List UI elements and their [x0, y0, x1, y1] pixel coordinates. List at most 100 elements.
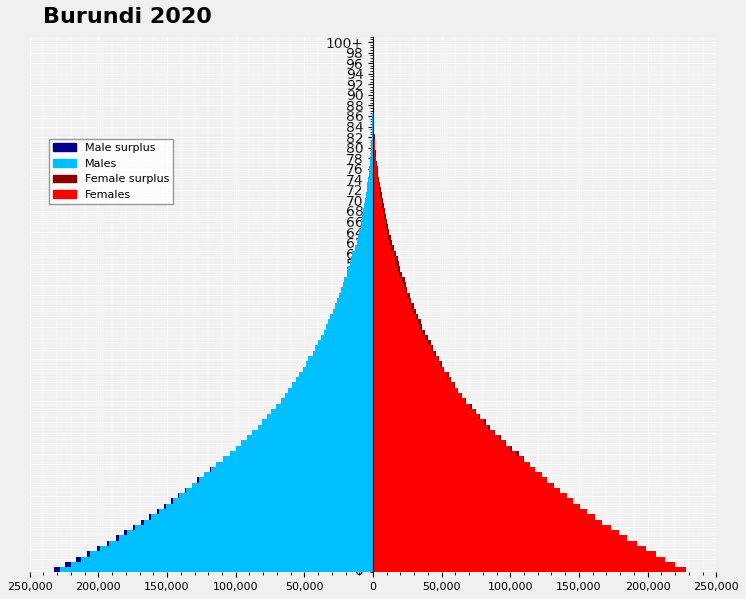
Bar [313, 351, 373, 356]
Bar [119, 536, 373, 541]
Bar [373, 519, 602, 525]
Bar [363, 208, 373, 214]
Bar [107, 541, 110, 546]
Bar [377, 171, 378, 177]
Bar [373, 256, 395, 261]
Bar [386, 224, 388, 229]
Bar [373, 477, 548, 483]
Bar [373, 530, 618, 536]
Bar [288, 388, 373, 393]
Bar [450, 377, 451, 382]
Bar [373, 346, 430, 351]
Bar [373, 140, 374, 145]
Bar [326, 325, 373, 329]
Bar [370, 156, 373, 161]
Bar [373, 435, 499, 440]
Bar [344, 277, 373, 282]
Bar [186, 488, 373, 493]
Bar [373, 298, 409, 303]
Bar [352, 250, 373, 256]
Bar [321, 335, 373, 340]
Bar [81, 556, 373, 562]
Bar [373, 551, 656, 556]
Bar [157, 509, 159, 515]
Bar [373, 235, 388, 240]
Text: Burundi 2020: Burundi 2020 [43, 7, 213, 27]
Bar [373, 182, 379, 187]
Bar [128, 530, 373, 536]
Bar [379, 187, 380, 192]
Bar [373, 462, 530, 467]
Bar [412, 303, 414, 308]
Bar [381, 198, 383, 203]
Bar [204, 472, 373, 477]
Bar [373, 546, 646, 551]
Bar [398, 267, 401, 271]
Bar [292, 382, 373, 388]
Bar [407, 293, 410, 298]
Bar [373, 440, 505, 446]
Bar [210, 467, 211, 472]
Bar [367, 182, 373, 187]
Bar [430, 346, 433, 351]
Bar [316, 346, 373, 351]
Bar [378, 177, 379, 182]
Bar [373, 124, 374, 129]
Bar [373, 214, 383, 219]
Bar [523, 456, 524, 462]
Bar [461, 393, 463, 398]
Bar [236, 446, 373, 451]
Bar [299, 372, 373, 377]
Bar [438, 356, 439, 361]
Bar [440, 361, 442, 367]
Bar [386, 229, 389, 235]
Bar [339, 293, 373, 298]
Bar [368, 177, 373, 182]
Bar [420, 325, 422, 329]
Bar [373, 192, 380, 198]
Bar [373, 498, 574, 504]
Bar [303, 367, 373, 372]
Bar [373, 229, 386, 235]
Bar [403, 282, 406, 288]
Bar [471, 404, 472, 409]
Bar [371, 145, 373, 150]
Bar [373, 187, 379, 192]
Bar [373, 219, 385, 224]
Bar [178, 493, 179, 498]
Bar [385, 219, 387, 224]
Bar [479, 414, 480, 419]
Bar [171, 498, 172, 504]
Bar [66, 562, 71, 567]
Bar [373, 562, 675, 567]
Bar [409, 298, 412, 303]
Bar [373, 430, 494, 435]
Bar [373, 356, 438, 361]
Bar [373, 203, 382, 208]
Bar [373, 319, 419, 325]
Bar [373, 382, 454, 388]
Bar [373, 425, 489, 430]
Bar [379, 182, 380, 187]
Bar [241, 440, 373, 446]
Bar [373, 329, 422, 335]
Bar [373, 308, 413, 314]
Bar [494, 430, 495, 435]
Bar [383, 208, 385, 214]
Bar [357, 240, 373, 245]
Bar [413, 308, 416, 314]
Bar [515, 451, 518, 456]
Bar [373, 414, 479, 419]
Bar [367, 187, 373, 192]
Bar [110, 541, 373, 546]
Bar [257, 425, 373, 430]
Legend: Male surplus, Males, Female surplus, Females: Male surplus, Males, Female surplus, Fem… [49, 139, 173, 204]
Bar [125, 530, 128, 536]
Bar [373, 161, 376, 166]
Bar [54, 567, 60, 572]
Bar [425, 335, 428, 340]
Bar [306, 361, 373, 367]
Bar [373, 245, 391, 250]
Bar [366, 192, 373, 198]
Bar [373, 340, 428, 346]
